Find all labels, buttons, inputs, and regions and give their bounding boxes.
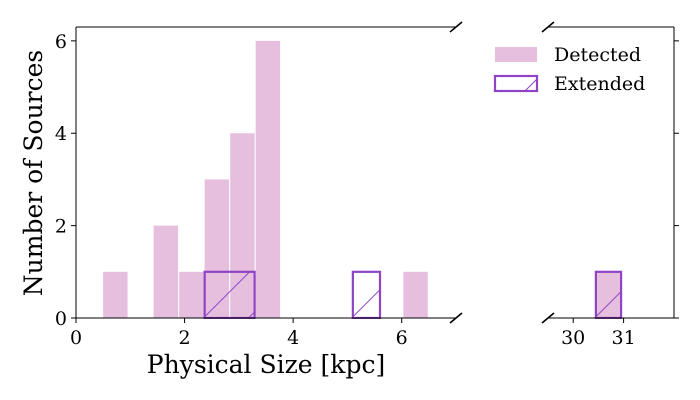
bar-detected	[179, 271, 204, 318]
x-axis-title: Physical Size [kpc]	[147, 350, 385, 379]
bar-detected	[103, 271, 128, 318]
bar-detected	[230, 133, 255, 318]
bars	[103, 40, 428, 319]
legend-label-detected: Detected	[554, 44, 641, 66]
legend-label-extended: Extended	[554, 73, 645, 95]
bar-detected	[595, 271, 622, 318]
y-tick-label: 6	[55, 31, 67, 53]
legend-swatch-detected	[495, 47, 537, 62]
bar-detected	[153, 225, 179, 318]
y-tick-label: 0	[55, 308, 67, 330]
bar-detected	[403, 271, 428, 318]
bar-detected	[204, 179, 230, 318]
axis-break-mark	[541, 21, 555, 33]
legend-swatch-extended	[493, 74, 539, 93]
x-tick-label: 30	[561, 327, 585, 349]
x-tick-label: 2	[179, 327, 191, 349]
left-panel: 0 2 4 6 0 2 4 6	[55, 21, 463, 349]
x-tick-label: 6	[396, 327, 408, 349]
axis-break-mark	[541, 312, 555, 324]
x-tick-label: 31	[612, 327, 636, 349]
bars	[594, 270, 623, 319]
x-tick-label: 0	[70, 327, 82, 349]
axis-break-mark	[449, 312, 463, 324]
axis-break-mark	[449, 21, 463, 33]
legend: Detected Extended	[493, 44, 645, 95]
bar-detected	[255, 40, 281, 318]
y-tick-label: 2	[55, 216, 67, 238]
right-panel: 30 31	[541, 21, 679, 349]
y-axis-title: Number of Sources	[19, 50, 48, 296]
x-tick-label: 4	[287, 327, 299, 349]
y-tick-label: 4	[55, 123, 67, 145]
